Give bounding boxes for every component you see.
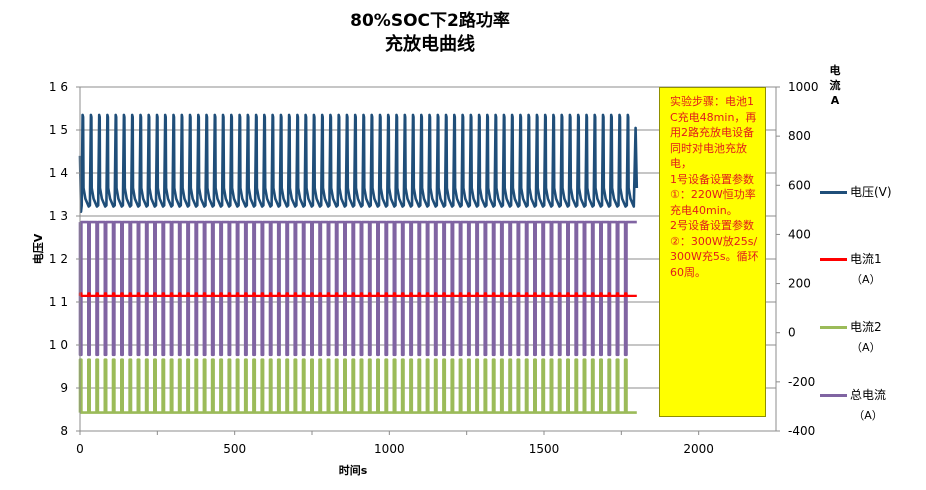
y-tick-label: 1 2	[49, 252, 68, 266]
y2-tick-label: 400	[788, 227, 811, 241]
legend-item-current1: 电流1 （A）	[820, 250, 882, 287]
x-tick-label: 2000	[683, 442, 714, 456]
x-axis-label: 时间s	[339, 463, 368, 477]
y2-tick-label: 800	[788, 129, 811, 143]
legend-swatch-current1	[820, 258, 847, 261]
y-axis-label: 电压V	[31, 233, 45, 264]
legend-swatch-voltage	[820, 191, 847, 194]
y2-tick-label: -400	[788, 424, 815, 438]
x-tick-label: 1500	[529, 442, 560, 456]
legend-label: 电流2	[850, 320, 882, 334]
legend-unit: （A）	[853, 409, 883, 422]
axes: 8 9 1 0 1 1 1 2 1 3 1 4 1 5 1 6 -400 -200 0 200 400 60…	[31, 63, 841, 477]
legend-label: 电流1	[850, 252, 882, 266]
legend-label: 电压(V)	[850, 185, 892, 199]
y2-axis-label: 电	[830, 63, 841, 77]
series-voltage-line	[78, 113, 639, 213]
series-current1-line	[78, 292, 637, 297]
legend-item-total-current: 总电流 （A）	[820, 386, 886, 423]
legend-swatch-total-current	[820, 394, 847, 397]
y-tick-label: 8	[60, 424, 68, 438]
x-tick-label: 0	[76, 442, 84, 456]
y-tick-label: 1 6	[49, 80, 68, 94]
y2-tick-label: 1000	[788, 80, 819, 94]
legend-label: 总电流	[850, 388, 887, 402]
legend-unit: （A）	[851, 273, 881, 286]
y2-tick-label: 600	[788, 178, 811, 192]
annotation-box: 实验步骤：电池1C充电48min，再用2路充放电设备同时对电池充放电， 1号设备…	[659, 87, 766, 417]
legend-item-current2: 电流2 （A）	[820, 318, 882, 355]
y-tick-label: 1 0	[49, 338, 68, 352]
legend-swatch-current2	[820, 326, 847, 329]
series-total-current-line	[78, 220, 637, 357]
y-tick-label: 1 5	[49, 123, 68, 137]
y-tick-label: 1 3	[49, 209, 68, 223]
y2-axis-label-unit: A	[831, 94, 840, 107]
y2-tick-label: 0	[788, 326, 796, 340]
y-tick-label: 1 1	[49, 295, 68, 309]
plot-area	[78, 113, 639, 414]
chart-subtitle: 充放电曲线	[385, 34, 475, 55]
y2-axis-label: 流	[830, 78, 841, 92]
y-tick-label: 9	[60, 381, 68, 395]
series-current2-line	[78, 358, 637, 414]
legend-unit: （A）	[851, 341, 881, 354]
y2-tick-label: -200	[788, 375, 815, 389]
y-tick-label: 1 4	[49, 166, 68, 180]
chart-title: 80%SOC下2路功率	[350, 11, 510, 31]
y2-tick-label: 200	[788, 277, 811, 291]
x-tick-label: 500	[223, 442, 246, 456]
x-tick-label: 1000	[374, 442, 405, 456]
legend-item-voltage: 电压(V)	[820, 183, 892, 200]
